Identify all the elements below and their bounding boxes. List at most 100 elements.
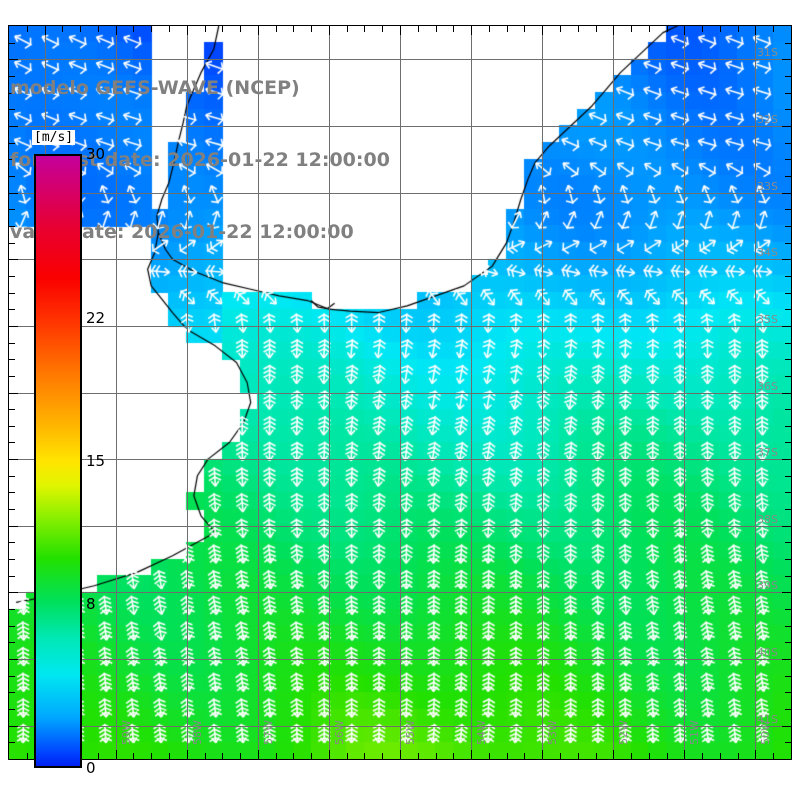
axis-tick [276,26,277,32]
axis-tick [9,126,18,127]
axis-tick [785,576,791,577]
axis-tick [364,753,365,759]
axis-tick [258,750,259,759]
latitude-label: 34S [757,246,778,260]
axis-tick [80,26,81,32]
gridline-longitude [755,26,756,759]
axis-tick [151,753,152,759]
axis-tick [436,753,437,759]
latitude-label: 31S [757,46,778,60]
longitude-label: 56W [332,720,346,745]
colorbar-unit-label: [m/s] [32,130,76,145]
axis-tick [9,226,15,227]
axis-tick [785,93,791,94]
gridline-latitude [9,193,791,194]
axis-tick [9,442,15,443]
axis-tick [258,26,259,35]
axis-tick [773,753,774,759]
axis-tick [785,243,791,244]
axis-tick [9,476,15,477]
axis-tick [27,753,28,759]
axis-tick [785,626,791,627]
gridline-latitude [9,393,791,394]
axis-tick [785,476,791,477]
axis-tick [738,753,739,759]
axis-tick [631,26,632,32]
axis-tick [782,259,791,260]
latitude-label: 36S [757,379,778,393]
axis-tick [785,293,791,294]
gridline-longitude [116,26,117,759]
axis-tick [684,750,685,759]
axis-tick [785,709,791,710]
latitude-label: 38S [757,512,778,526]
colorbar-tick-8: 8 [86,595,96,614]
axis-tick [507,753,508,759]
axis-tick [9,742,15,743]
axis-tick [9,93,15,94]
axis-tick [222,26,223,32]
axis-tick [9,143,15,144]
axis-tick [785,159,791,160]
axis-tick [9,159,15,160]
axis-tick [785,226,791,227]
axis-tick [649,26,650,32]
plot-frame: 60W59W58W57W56W55W54W53W52W51W50W31S32S3… [8,25,792,760]
axis-tick [9,576,15,577]
axis-tick [785,43,791,44]
axis-tick [9,409,15,410]
axis-tick [293,753,294,759]
axis-tick [382,26,383,32]
longitude-label: 55W [404,720,417,745]
axis-tick [785,442,791,443]
gridline-latitude [9,592,791,593]
axis-tick [785,742,791,743]
axis-tick [9,559,15,560]
axis-tick [785,143,791,144]
gridline-longitude [684,26,685,759]
axis-tick [9,642,15,643]
axis-tick [489,753,490,759]
axis-tick [418,26,419,32]
axis-tick [507,26,508,32]
axis-tick [785,176,791,177]
axis-tick [347,26,348,32]
axis-tick [785,426,791,427]
axis-tick [596,26,597,32]
axis-tick [542,750,543,759]
gridline-longitude [400,26,401,759]
axis-tick [613,750,614,759]
colorbar-tick-30: 30 [86,145,106,163]
axis-tick [489,26,490,32]
axis-tick [755,26,756,35]
axis-tick [785,676,791,677]
axis-tick [293,26,294,32]
colorbar-tick-22: 22 [86,308,106,327]
gridline-latitude [9,659,791,660]
axis-tick [400,750,401,759]
axis-tick [9,709,15,710]
axis-tick [453,753,454,759]
axis-tick [720,26,721,32]
latitude-label: 32S [757,112,778,126]
axis-tick [578,26,579,32]
axis-tick [382,753,383,759]
title-block: modelo GEFS-WAVE (NCEP) forecast date: 2… [10,28,390,292]
axis-tick [782,393,791,394]
axis-tick [684,26,685,35]
axis-tick [329,750,330,759]
axis-tick [702,26,703,32]
axis-tick [276,753,277,759]
gridline-latitude [9,526,791,527]
axis-tick [240,26,241,32]
axis-tick [785,692,791,693]
axis-tick [311,753,312,759]
gridline-latitude [9,126,791,127]
axis-tick [9,176,15,177]
latitude-label: 41S [757,712,778,726]
colorbar-gradient [34,154,82,768]
gridline-longitude [187,26,188,759]
latitude-label: 37S [757,446,778,460]
axis-tick [9,309,15,310]
